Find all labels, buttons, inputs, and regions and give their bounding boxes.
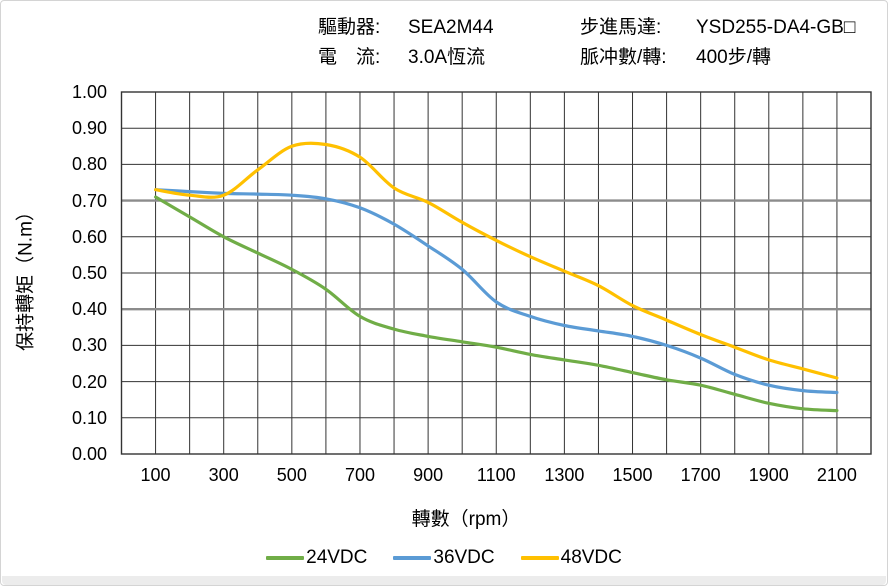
legend-label-36vdc: 36VDC — [433, 547, 495, 568]
x-tick-label: 2100 — [816, 465, 857, 485]
legend: 24VDC 36VDC 48VDC — [1, 547, 887, 569]
current-row: 電 流: 3.0A恆流 — [318, 43, 580, 73]
legend-item-48vdc: 48VDC — [520, 547, 622, 569]
legend-item-24vdc: 24VDC — [266, 547, 367, 569]
y-tick-label: 1.00 — [71, 82, 107, 102]
y-tick-label: 0.20 — [71, 371, 107, 392]
series-line-48vdc — [154, 141, 839, 380]
y-tick-label: 0.70 — [71, 190, 107, 211]
x-tick-label: 300 — [208, 465, 239, 485]
y-tick-label: 0.40 — [71, 299, 107, 320]
legend-label-48vdc: 48VDC — [560, 547, 622, 568]
current-value: 3.0A恆流 — [408, 47, 486, 68]
y-tick-label: 0.30 — [71, 335, 107, 356]
pulses-label: 脈冲數/轉: — [580, 47, 667, 68]
y-tick-label: 0.10 — [71, 407, 107, 428]
y-tick-label: 0.60 — [71, 226, 107, 247]
x-tick-label: 1700 — [680, 465, 721, 485]
pulses-value: 400步/轉 — [696, 47, 771, 68]
x-tick-label: 700 — [344, 465, 375, 485]
y-tick-label: 0.80 — [71, 154, 107, 175]
x-tick-label: 1500 — [612, 465, 653, 485]
pulses-row: 脈冲數/轉: 400步/轉 — [580, 43, 855, 73]
x-tick-label: 500 — [276, 465, 307, 485]
legend-item-36vdc: 36VDC — [393, 547, 495, 569]
bottom-edge-strip — [2, 576, 886, 585]
x-tick-label: 1100 — [476, 465, 516, 485]
driver-label: 驅動器: — [318, 17, 381, 38]
series-line-36vdc — [154, 188, 839, 395]
y-tick-label: 0.90 — [71, 118, 107, 139]
legend-dash-48vdc-icon — [520, 556, 559, 560]
driver-row: 驅動器: SEA2M44 — [318, 13, 580, 43]
motor-row: 步進馬達: YSD255-DA4-GB□ — [580, 13, 855, 43]
y-tick-label: 0.50 — [71, 263, 107, 283]
legend-label-24vdc: 24VDC — [306, 547, 368, 568]
current-label: 電 流: — [318, 47, 381, 68]
chart-header: 驅動器: SEA2M44 電 流: 3.0A恆流 步進馬達: YSD255-DA… — [318, 13, 879, 73]
x-tick-label: 1900 — [748, 465, 789, 485]
x-tick-label: 900 — [413, 465, 444, 485]
y-tick-label: 0.00 — [71, 444, 107, 464]
motor-label: 步進馬達: — [580, 17, 662, 38]
x-tick-label: 100 — [140, 465, 171, 485]
header-left-column: 驅動器: SEA2M44 電 流: 3.0A恆流 — [318, 13, 580, 73]
motor-value: YSD255-DA4-GB□ — [696, 17, 856, 38]
x-axis-title: 轉數（rpm） — [411, 509, 521, 530]
legend-dash-24vdc-icon — [266, 556, 305, 560]
driver-value: SEA2M44 — [408, 17, 494, 38]
header-right-column: 步進馬達: YSD255-DA4-GB□ 脈冲數/轉: 400步/轉 — [580, 13, 855, 73]
plot-border — [120, 91, 872, 455]
x-tick-label: 1300 — [544, 465, 585, 485]
legend-dash-36vdc-icon — [393, 556, 432, 560]
series-line-24vdc — [154, 195, 839, 413]
